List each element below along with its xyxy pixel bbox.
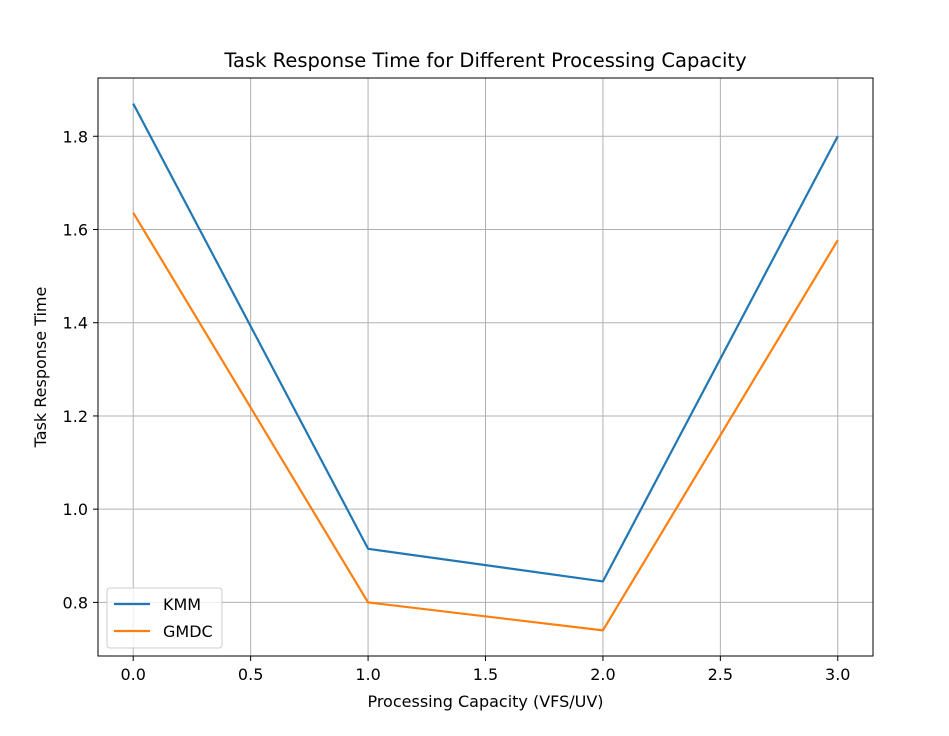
- legend: KMM GMDC: [106, 587, 223, 649]
- y-tick-label: 1.8: [63, 127, 88, 146]
- x-tick-label: 1.5: [473, 665, 498, 684]
- x-tick-label: 2.0: [590, 665, 615, 684]
- y-tick-label: 1.4: [63, 314, 88, 333]
- y-tick-label: 1.6: [63, 220, 88, 239]
- legend-label-gmdc: GMDC: [163, 622, 213, 641]
- x-tick-label: 1.0: [355, 665, 380, 684]
- y-tick-label: 0.8: [63, 593, 88, 612]
- x-axis-label: Processing Capacity (VFS/UV): [367, 692, 603, 711]
- y-axis-label: Task Response Time: [31, 287, 50, 449]
- chart-title: Task Response Time for Different Process…: [223, 49, 746, 72]
- grid: [98, 78, 873, 656]
- y-tick-label: 1.0: [63, 500, 88, 519]
- x-tick-label: 0.5: [238, 665, 263, 684]
- series-lines: [132, 103, 839, 632]
- y-axis-ticks: 0.8 1.0 1.2 1.4 1.6 1.8: [63, 127, 98, 612]
- x-tick-label: 2.5: [708, 665, 733, 684]
- x-axis-ticks: 0.0 0.5 1.0 1.5 2.0 2.5 3.0: [121, 656, 850, 684]
- y-tick-label: 1.2: [63, 407, 88, 426]
- series-line-gmdc: [132, 212, 839, 632]
- x-tick-label: 0.0: [121, 665, 146, 684]
- series-line-kmm: [132, 103, 839, 583]
- legend-label-kmm: KMM: [163, 595, 201, 614]
- x-tick-label: 3.0: [825, 665, 850, 684]
